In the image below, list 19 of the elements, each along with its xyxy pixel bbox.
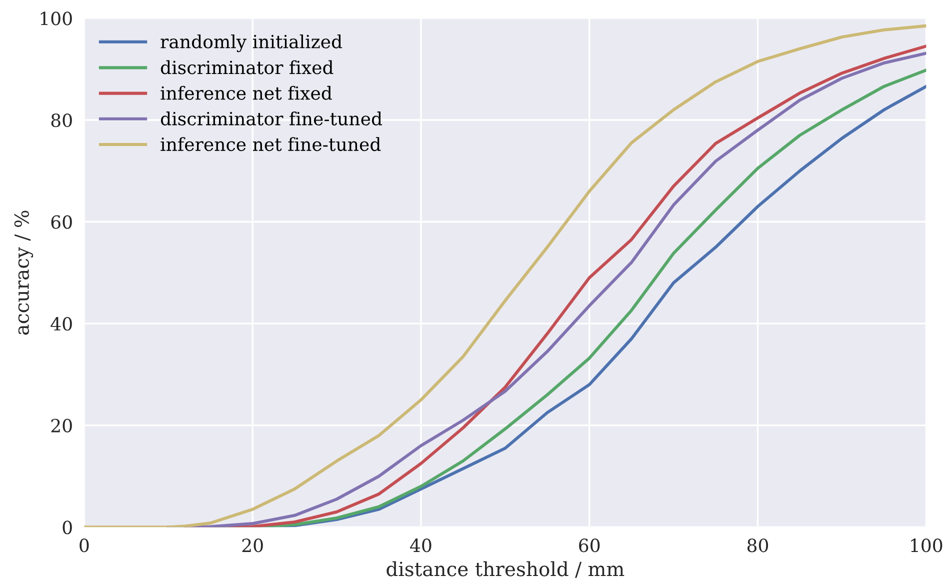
y-tick-label: 80 xyxy=(51,113,72,128)
x-tick-label: 100 xyxy=(911,538,942,552)
x-tick-label: 40 xyxy=(410,538,432,552)
y-tick-label: 20 xyxy=(51,418,72,432)
legend-label: inference net fine-tuned xyxy=(160,137,381,152)
x-tick-label: 80 xyxy=(747,538,768,552)
legend-label: discriminator fine-tuned xyxy=(160,112,382,126)
legend-label: randomly initialized xyxy=(160,34,342,52)
y-tick-label: 100 xyxy=(40,12,72,26)
x-tick-label: 0 xyxy=(80,538,89,552)
legend-label: inference net fixed xyxy=(160,86,332,100)
legend-label: discriminator fixed xyxy=(160,60,334,74)
x-tick-label: 20 xyxy=(242,538,263,552)
y-tick-label: 60 xyxy=(51,215,72,229)
x-tick-label: 60 xyxy=(579,538,600,552)
y-tick-label: 0 xyxy=(62,520,72,534)
y-axis-title: accuracy / % xyxy=(14,210,34,335)
x-axis-title: distance threshold / mm xyxy=(386,561,624,578)
y-tick-label: 40 xyxy=(50,317,72,331)
